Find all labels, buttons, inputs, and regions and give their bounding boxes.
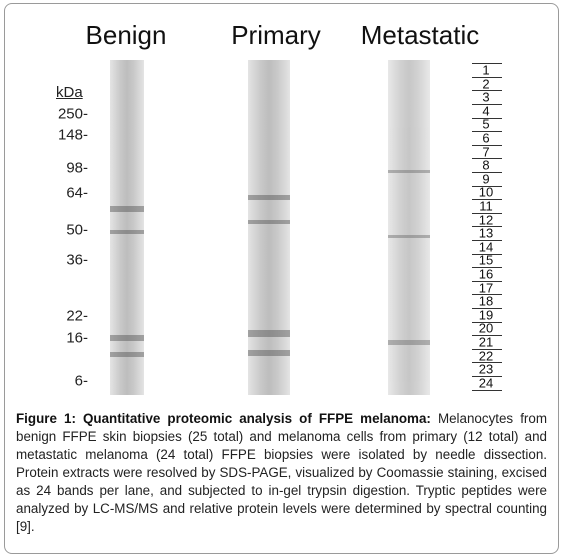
band-number: 7 xyxy=(482,144,490,160)
band-divider xyxy=(472,63,502,65)
band-number: 5 xyxy=(482,116,490,132)
gel-lane xyxy=(248,60,290,395)
band-divider xyxy=(472,104,502,105)
band-number: 24 xyxy=(478,375,494,391)
marker-label: 16- xyxy=(66,329,88,347)
band-number: 20 xyxy=(478,320,494,336)
caption-title: Figure 1: Quantitative proteomic analysi… xyxy=(16,411,431,426)
band-number: 14 xyxy=(478,239,494,255)
caption: Figure 1: Quantitative proteomic analysi… xyxy=(16,410,547,536)
band-divider xyxy=(472,294,502,296)
band-divider xyxy=(472,389,502,391)
band-number: 3 xyxy=(482,89,490,105)
band-number: 2 xyxy=(482,76,490,92)
marker-label: 36- xyxy=(66,251,88,269)
band-divider xyxy=(472,117,502,119)
caption-text: Melanocytes from benign FFPE skin biopsi… xyxy=(16,411,547,534)
band-number: 8 xyxy=(482,157,490,173)
marker-unit: kDa xyxy=(56,84,83,101)
lane-label: Benign xyxy=(85,20,167,50)
marker-label: 98- xyxy=(66,159,88,177)
band-number: 9 xyxy=(482,171,490,187)
band-divider xyxy=(472,321,502,323)
band-divider xyxy=(472,158,502,160)
lane-label: Primary xyxy=(231,20,321,50)
band-divider xyxy=(472,362,502,364)
band-number: 15 xyxy=(478,252,494,268)
gel-lane xyxy=(110,60,144,395)
band-number: 13 xyxy=(478,225,494,241)
marker-label: 22- xyxy=(66,307,88,325)
band-divider xyxy=(472,376,502,377)
band-number: 16 xyxy=(478,266,494,282)
band-number: 4 xyxy=(482,103,490,119)
band-number: 10 xyxy=(478,184,494,200)
band-divider xyxy=(472,131,502,133)
band-divider xyxy=(472,267,502,269)
band-number: 21 xyxy=(478,334,494,350)
marker-label: 250- xyxy=(57,105,88,123)
band-divider xyxy=(472,226,502,228)
band-number: 1 xyxy=(482,62,490,78)
band-number: 12 xyxy=(478,212,494,228)
band-divider xyxy=(472,144,502,146)
band-divider xyxy=(472,335,502,337)
band-number: 6 xyxy=(482,130,490,146)
band-divider xyxy=(472,172,502,173)
band-divider xyxy=(472,308,502,309)
band-number: 11 xyxy=(479,198,493,214)
marker-label: 50- xyxy=(66,221,88,239)
band-number: 18 xyxy=(478,293,494,309)
band-divider xyxy=(472,348,502,350)
band-number: 23 xyxy=(478,361,494,377)
marker-label: 6- xyxy=(74,372,88,390)
band-number: 19 xyxy=(478,307,494,323)
band-divider xyxy=(472,280,502,282)
band-divider xyxy=(472,240,502,241)
band-number: 17 xyxy=(478,280,494,296)
band-divider xyxy=(472,90,502,92)
lane-label: Metastatic xyxy=(360,20,480,50)
gel-lane xyxy=(388,60,430,395)
band-divider xyxy=(472,185,502,187)
figure-frame xyxy=(4,3,559,554)
band-divider xyxy=(472,76,502,78)
band-divider xyxy=(472,199,502,201)
band-divider xyxy=(472,212,502,214)
band-divider xyxy=(472,253,502,255)
marker-label: 148- xyxy=(57,126,88,144)
band-number: 22 xyxy=(478,348,494,364)
marker-label: 64- xyxy=(66,184,88,202)
